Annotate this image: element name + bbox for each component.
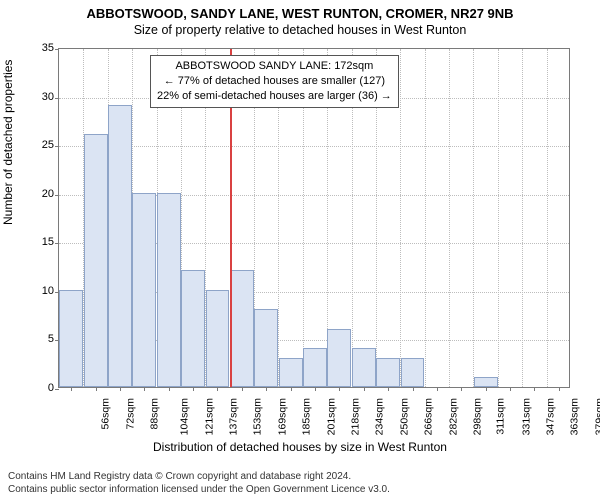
x-tick-mark [510, 387, 511, 391]
x-tick-label: 72sqm [124, 398, 136, 430]
chart-title-sub: Size of property relative to detached ho… [0, 21, 600, 37]
x-tick-mark [461, 387, 462, 391]
x-tick-mark [437, 387, 438, 391]
x-tick-label: 250sqm [398, 398, 410, 435]
histogram-bar [401, 358, 425, 387]
histogram-bar [376, 358, 400, 387]
x-tick-mark [120, 387, 121, 391]
y-tick-label: 25 [14, 139, 54, 151]
annotation-box: ABBOTSWOOD SANDY LANE: 172sqm← 77% of de… [150, 55, 399, 108]
grid-line-v [400, 49, 401, 387]
histogram-bar [254, 309, 278, 387]
x-tick-label: 347sqm [544, 398, 556, 435]
y-tick-label: 0 [14, 382, 54, 394]
annotation-line-2: ← 77% of detached houses are smaller (12… [157, 74, 392, 89]
x-tick-mark [315, 387, 316, 391]
x-tick-label: 298sqm [471, 398, 483, 435]
x-tick-label: 169sqm [276, 398, 288, 435]
x-tick-label: 121sqm [203, 398, 215, 435]
histogram-bar [157, 193, 181, 387]
y-tick-mark [55, 98, 59, 99]
x-tick-label: 201sqm [325, 398, 337, 435]
x-tick-label: 56sqm [100, 398, 112, 430]
grid-line-v [425, 49, 426, 387]
grid-line-v [449, 49, 450, 387]
y-tick-label: 20 [14, 188, 54, 200]
x-tick-mark [486, 387, 487, 391]
x-tick-label: 153sqm [252, 398, 264, 435]
grid-line-v [522, 49, 523, 387]
histogram-bar [352, 348, 376, 387]
y-tick-label: 35 [14, 42, 54, 54]
y-tick-label: 10 [14, 285, 54, 297]
x-tick-label: 282sqm [447, 398, 459, 435]
histogram-bar [84, 134, 108, 387]
x-tick-mark [144, 387, 145, 391]
x-tick-mark [71, 387, 72, 391]
y-tick-mark [55, 195, 59, 196]
x-tick-label: 137sqm [227, 398, 239, 435]
histogram-bar [59, 290, 83, 387]
x-tick-label: 88sqm [148, 398, 160, 430]
y-axis-label: Number of detached properties [1, 60, 15, 225]
x-tick-mark [217, 387, 218, 391]
histogram-bar [303, 348, 327, 387]
histogram-bar [279, 358, 303, 387]
y-tick-mark [55, 146, 59, 147]
grid-line-v [473, 49, 474, 387]
annotation-line-1: ABBOTSWOOD SANDY LANE: 172sqm [157, 59, 392, 74]
grid-line-v [547, 49, 548, 387]
x-tick-label: 104sqm [179, 398, 191, 435]
annotation-line-3: 22% of semi-detached houses are larger (… [157, 89, 392, 104]
histogram-bar [181, 270, 205, 387]
x-tick-label: 363sqm [569, 398, 581, 435]
x-tick-mark [96, 387, 97, 391]
x-tick-mark [364, 387, 365, 391]
x-tick-mark [339, 387, 340, 391]
x-tick-mark [266, 387, 267, 391]
histogram-bar [132, 193, 156, 387]
grid-line-h [59, 146, 569, 147]
x-tick-label: 234sqm [374, 398, 386, 435]
x-tick-mark [534, 387, 535, 391]
chart-title-main: ABBOTSWOOD, SANDY LANE, WEST RUNTON, CRO… [0, 0, 600, 21]
y-tick-label: 30 [14, 91, 54, 103]
x-tick-mark [193, 387, 194, 391]
y-tick-label: 15 [14, 236, 54, 248]
histogram-bar [206, 290, 230, 387]
x-tick-mark [559, 387, 560, 391]
x-axis-label: Distribution of detached houses by size … [0, 440, 600, 454]
x-tick-label: 379sqm [593, 398, 600, 435]
x-tick-label: 331sqm [520, 398, 532, 435]
x-tick-mark [291, 387, 292, 391]
y-tick-mark [55, 389, 59, 390]
x-tick-label: 218sqm [349, 398, 361, 435]
y-tick-label: 5 [14, 333, 54, 345]
y-tick-mark [55, 243, 59, 244]
footer-line-1: Contains HM Land Registry data © Crown c… [8, 470, 390, 483]
chart-footer: Contains HM Land Registry data © Crown c… [8, 470, 390, 496]
x-tick-mark [413, 387, 414, 391]
y-tick-mark [55, 49, 59, 50]
grid-line-v [498, 49, 499, 387]
x-tick-mark [388, 387, 389, 391]
x-tick-label: 311sqm [495, 398, 507, 435]
histogram-chart: ABBOTSWOOD, SANDY LANE, WEST RUNTON, CRO… [0, 0, 600, 500]
x-tick-label: 185sqm [301, 398, 313, 435]
x-tick-mark [242, 387, 243, 391]
histogram-bar [108, 105, 132, 387]
x-tick-mark [169, 387, 170, 391]
histogram-bar [327, 329, 351, 387]
histogram-bar [230, 270, 254, 387]
x-tick-label: 266sqm [423, 398, 435, 435]
histogram-bar [474, 377, 498, 387]
footer-line-2: Contains public sector information licen… [8, 483, 390, 496]
